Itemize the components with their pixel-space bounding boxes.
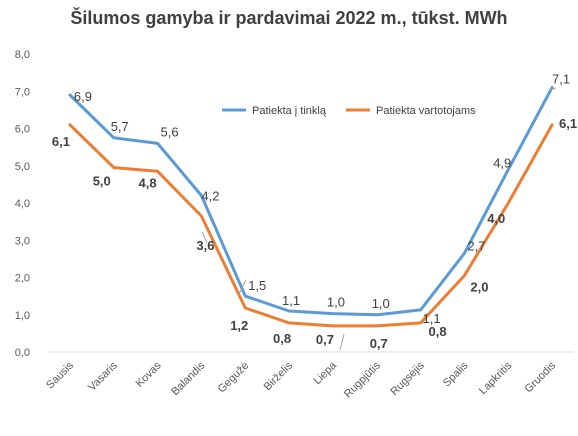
legend-label: Patiekta į tinklą — [252, 105, 327, 117]
data-label: 0,7 — [316, 332, 334, 347]
y-tick-label: 5,0 — [15, 161, 30, 173]
x-tick-label: Vasaris — [86, 359, 120, 393]
data-label: 2,7 — [467, 238, 485, 253]
data-label: 5,6 — [161, 124, 179, 139]
data-labels: 6,9 5,7 5,6 4,2 1,5 1,1 1,0 1,0 1,1 2,7 4,9 7,1 6,1 5… — [52, 72, 577, 351]
data-label: 4,2 — [201, 189, 219, 204]
legend-item-2: Patiekta vartotojams — [346, 105, 476, 117]
y-tick-label: 6,0 — [15, 124, 30, 136]
data-label: 1,1 — [423, 311, 441, 326]
leader-lines — [201, 87, 557, 351]
y-tick-label: 3,0 — [15, 235, 30, 247]
data-label: 1,0 — [372, 296, 390, 311]
y-tick-label: 4,0 — [15, 198, 30, 210]
data-label: 4,9 — [493, 155, 511, 170]
data-label: 5,0 — [93, 174, 111, 189]
x-tick-label: Lapkritis — [477, 359, 515, 397]
x-tick-label: Kovas — [134, 359, 164, 389]
x-tick-label: Liepa — [312, 359, 340, 387]
data-label: 6,9 — [74, 89, 92, 104]
series-line-1 — [68, 86, 554, 317]
x-tick-label: Rugsėjis — [388, 359, 427, 398]
series-lines — [68, 86, 554, 328]
leader-line — [549, 87, 557, 91]
data-label: 6,1 — [52, 134, 70, 149]
data-label: 7,1 — [552, 72, 570, 87]
data-label: 2,0 — [470, 280, 488, 295]
legend-item-1: Patiekta į tinklą — [222, 105, 327, 117]
data-label: 6,1 — [559, 116, 577, 131]
x-tick-label: Rugpjūtis — [342, 359, 383, 400]
x-tick-label: Gegužė — [216, 360, 252, 396]
data-label: 0,8 — [273, 331, 291, 346]
legend-label: Patiekta vartotojams — [376, 105, 476, 117]
data-label: 1,2 — [230, 318, 248, 333]
x-axis: Sausis Vasaris Kovas Balandis Gegužė Birželis… — [44, 351, 574, 401]
data-label: 5,7 — [111, 119, 129, 134]
y-tick-label: 1,0 — [15, 310, 30, 322]
x-tick-label: Spalis — [441, 359, 471, 389]
data-label: 4,8 — [139, 175, 157, 190]
y-tick-label: 2,0 — [15, 273, 30, 285]
y-tick-label: 7,0 — [15, 86, 30, 98]
y-tick-label: 0,0 — [15, 347, 30, 359]
x-tick-label: Sausis — [44, 359, 76, 391]
x-tick-label: Balandis — [169, 359, 208, 398]
chart-legend: Patiekta į tinklą Patiekta vartotojams — [222, 105, 476, 117]
leader-line — [339, 333, 345, 351]
y-tick-label: 8,0 — [15, 49, 30, 61]
leader-line — [201, 231, 208, 244]
data-label: 4,0 — [487, 211, 505, 226]
data-label: 1,5 — [248, 278, 266, 293]
data-label: 1,0 — [327, 295, 345, 310]
data-label: 1,1 — [282, 293, 300, 308]
data-label: 0,7 — [370, 336, 388, 351]
data-label: 3,6 — [196, 238, 214, 253]
series-line-2 — [68, 123, 554, 328]
x-tick-label: Gruodis — [522, 359, 558, 395]
chart-title: Šilumos gamyba ir pardavimai 2022 m., tū… — [70, 8, 508, 28]
data-label: 0,8 — [429, 324, 447, 339]
x-tick-label: Birželis — [262, 359, 296, 393]
leader-line — [237, 279, 247, 297]
y-axis: 0,0 1,0 2,0 3,0 4,0 5,0 6,0 7,0 8,0 — [15, 49, 30, 359]
